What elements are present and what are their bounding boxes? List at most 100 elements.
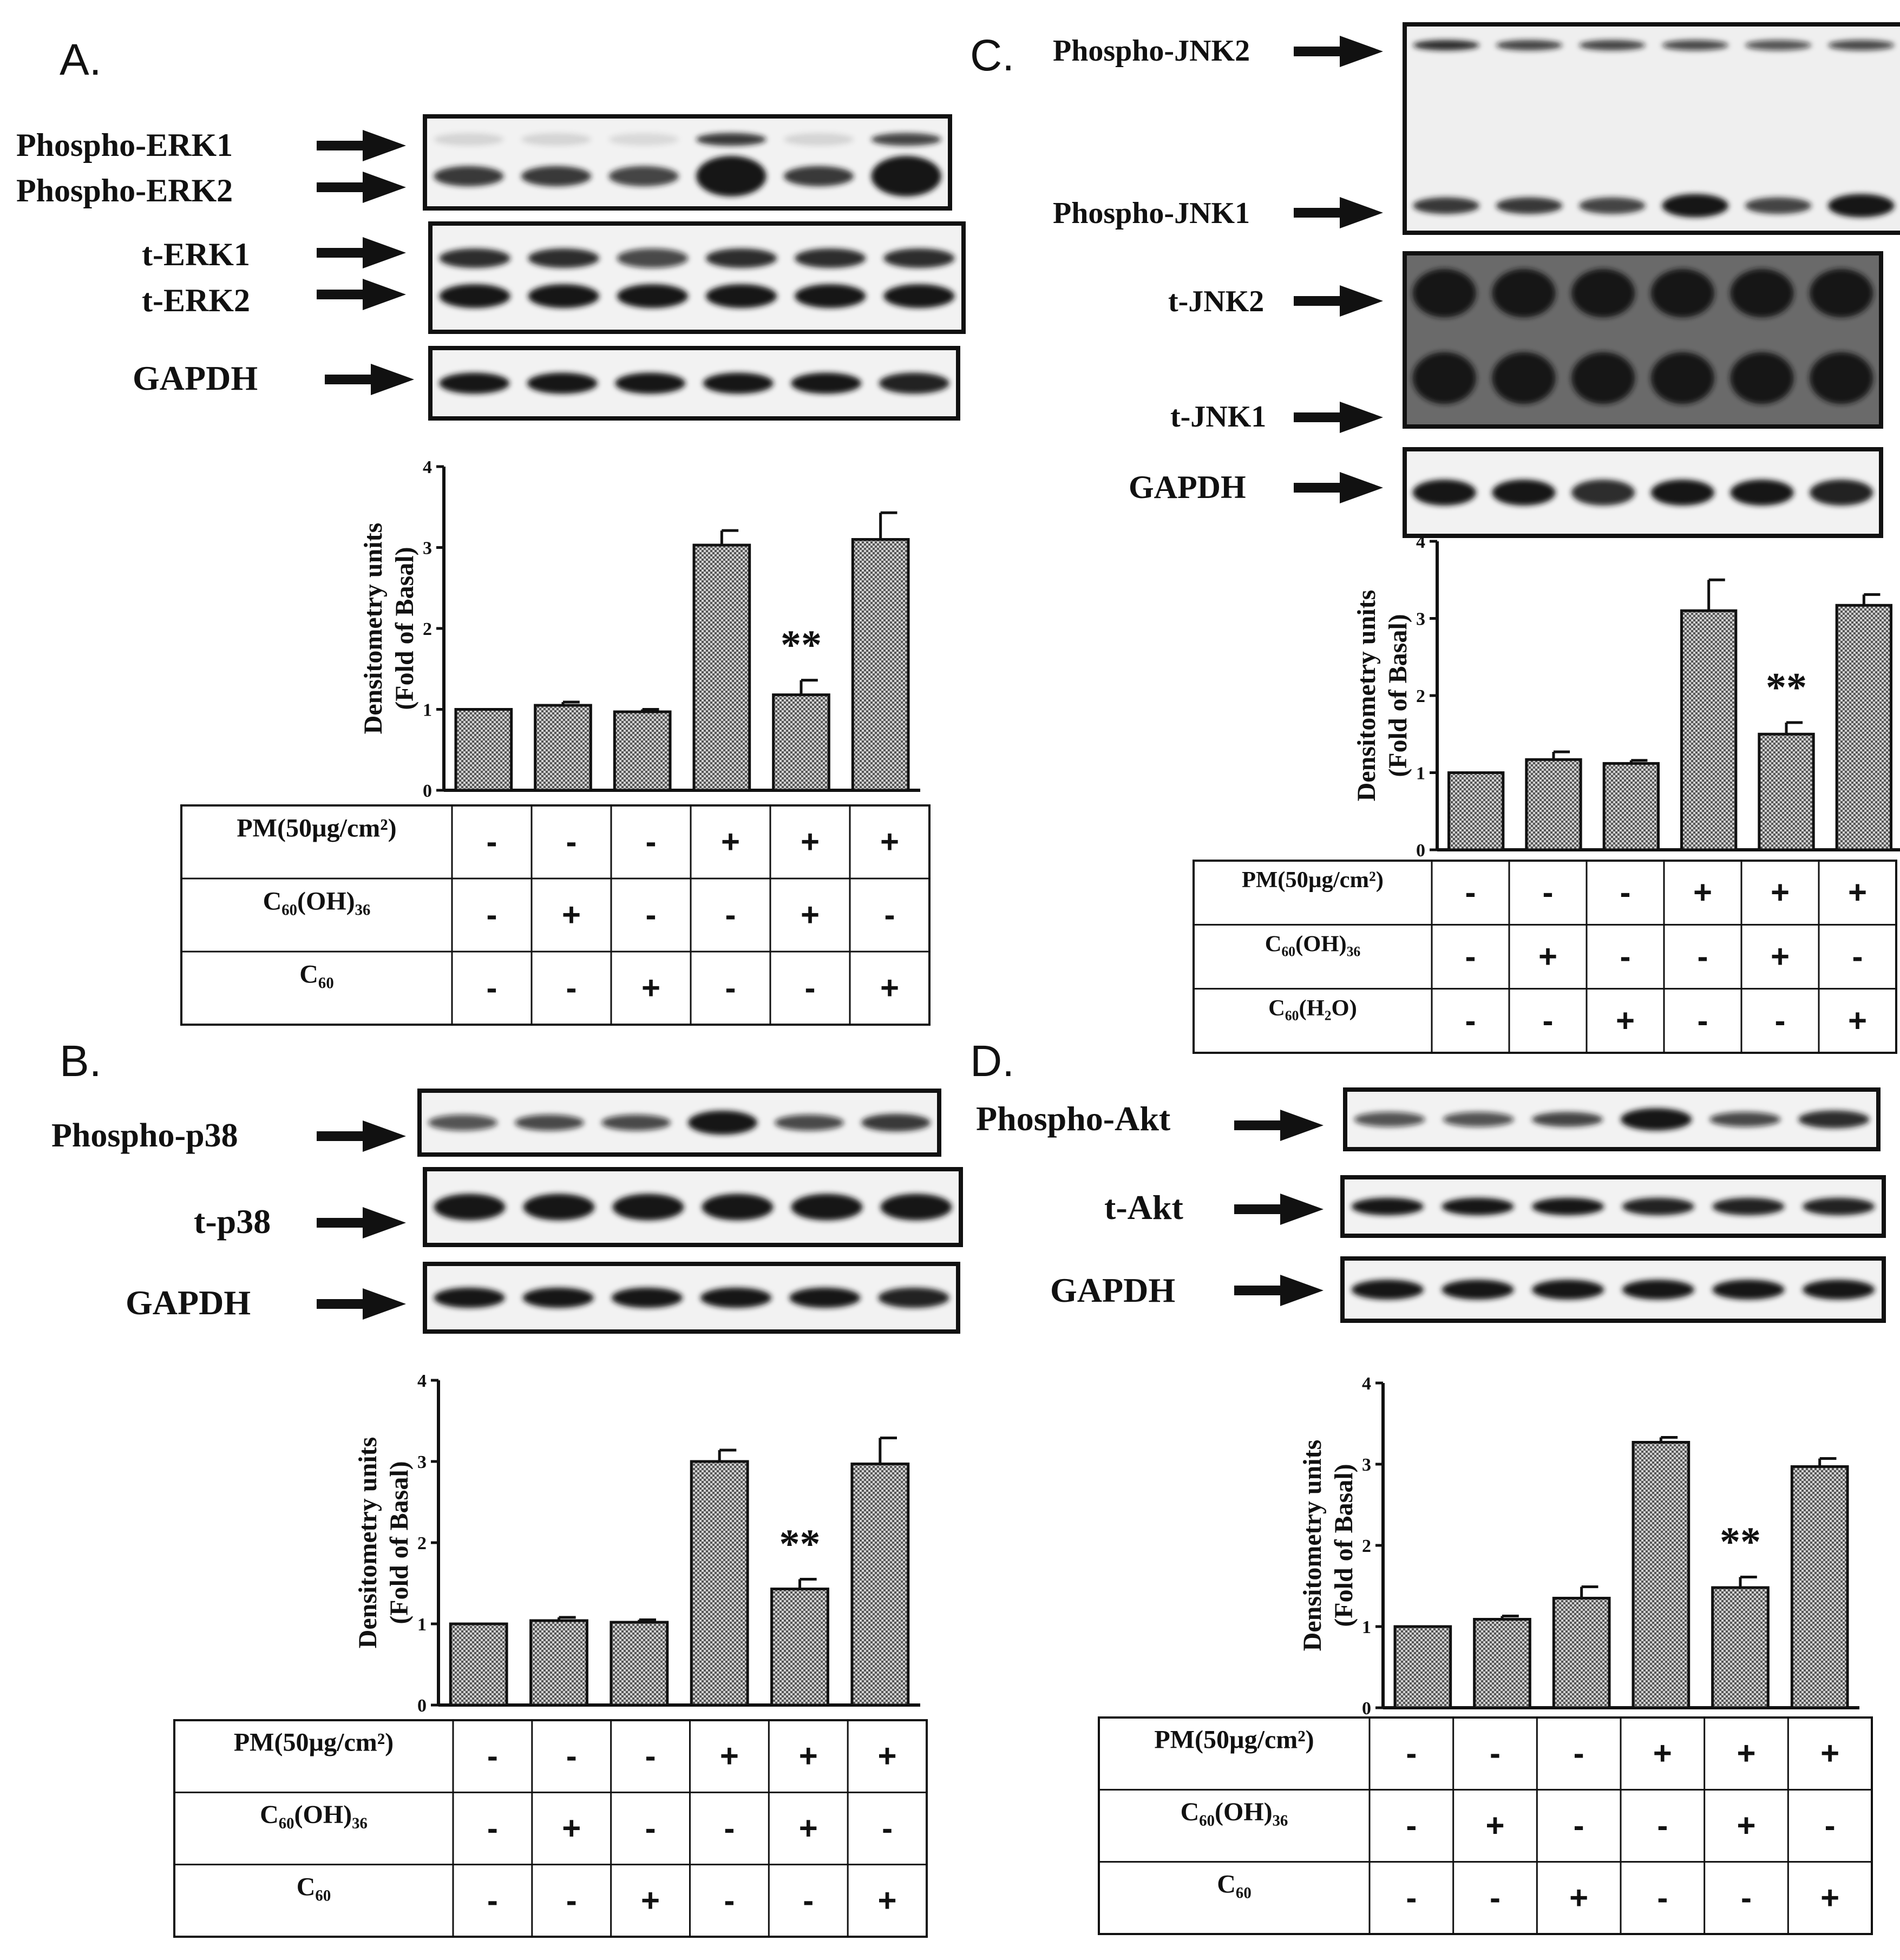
blot-t-akt [1340, 1175, 1886, 1238]
blot-band [1351, 1197, 1424, 1216]
panel-c-label: C. [970, 31, 1014, 80]
blot-phospho-p38 [417, 1089, 941, 1157]
table-border [1193, 860, 1897, 1054]
treatment-sign: + [641, 1882, 660, 1918]
treatment-sign: + [880, 970, 899, 1006]
blot-label-gapdh-b: GAPDH [126, 1283, 251, 1322]
treatment-sign: - [1741, 1879, 1752, 1916]
bar [1525, 758, 1582, 851]
y-axis-title: Densitometry units [359, 523, 388, 735]
treatment-sign: + [721, 824, 740, 860]
blot-label-t-p38: t-p38 [194, 1202, 271, 1241]
treatment-sign: - [1465, 1002, 1476, 1039]
treatment-table-c: PM(50µg/cm²) - - - + + + C₆₀(OH)₃₆ - + - - + - C₆₀(H₂O… [1193, 860, 1897, 1054]
treatment-sign: - [1406, 1879, 1417, 1916]
y-tick-label: 3 [417, 1452, 427, 1472]
blot-band [1709, 1112, 1781, 1127]
blot-band [434, 1194, 506, 1221]
table-border [1098, 1716, 1873, 1935]
blot-band [601, 1115, 671, 1131]
blot-band [1442, 1197, 1514, 1216]
blot-label-t-jnk2: t-JNK2 [1168, 285, 1264, 318]
treatment-sign: - [882, 1810, 893, 1846]
blot-band [1413, 197, 1480, 214]
bar [772, 693, 830, 792]
y-tick-label: 2 [423, 619, 432, 639]
panel-d-label: D. [970, 1037, 1014, 1086]
table-border [173, 1719, 928, 1938]
y-tick-label: 2 [1362, 1536, 1371, 1556]
bar-chart-b: 0 1 2 3 4 Densitometry units (Fold of Basal) ** [353, 1371, 920, 1716]
blot-band [434, 1287, 505, 1308]
bar [851, 538, 910, 792]
treatment-sign: + [720, 1738, 739, 1774]
blot-band [1745, 40, 1812, 51]
blot-band [1443, 1112, 1514, 1127]
arrow-icon [1234, 1110, 1324, 1141]
blot-band [528, 248, 599, 268]
blot-band [1622, 1197, 1694, 1216]
blot-band [883, 248, 955, 268]
blot-band [1579, 40, 1646, 51]
blot-band [1496, 197, 1563, 214]
blot-band [871, 133, 941, 146]
treatment-sign: + [1737, 1807, 1755, 1844]
blot-band [783, 133, 854, 146]
arrow-icon [317, 237, 406, 268]
blot-band [521, 166, 592, 187]
blot-band [434, 166, 504, 187]
blot-band [696, 156, 766, 196]
treatment-table-b: PM(50µg/cm²) - - - + + + C₆₀(OH)₃₆ - + - - + - C₆₀ - - + -… [173, 1719, 928, 1938]
treatment-sign: - [566, 1882, 577, 1918]
blot-phospho-akt [1343, 1087, 1881, 1151]
treatment-sign: + [801, 897, 820, 933]
bar [610, 1621, 669, 1707]
blot-band [861, 1113, 931, 1132]
treatment-sign: - [566, 824, 577, 860]
treatment-sign: + [1771, 874, 1790, 910]
blot-band [1571, 352, 1635, 404]
bar [1552, 1597, 1611, 1709]
bar [1711, 1586, 1770, 1709]
blot-band [1492, 480, 1556, 506]
blot-band [439, 284, 510, 308]
blot-band [1803, 1280, 1875, 1300]
blot-t-erk [428, 221, 966, 334]
blot-label-gapdh-c: GAPDH [1129, 469, 1246, 505]
blot-band [696, 133, 766, 146]
y-axis-title: (Fold of Basal) [1329, 1464, 1358, 1627]
treatment-sign: + [1848, 874, 1867, 910]
bar [449, 1622, 508, 1707]
treatment-sign: - [1852, 939, 1863, 975]
blot-band [880, 1194, 952, 1221]
treatment-sign: + [1485, 1807, 1504, 1844]
blot-band [1712, 1280, 1785, 1300]
bar [1632, 1441, 1691, 1709]
bar [613, 710, 672, 792]
treatment-sign: - [1657, 1879, 1668, 1916]
significance-marker: ** [1720, 1519, 1761, 1565]
blot-band [789, 1287, 861, 1308]
treatment-sign: - [487, 897, 497, 933]
bar [1790, 1465, 1849, 1709]
bar [1447, 771, 1505, 851]
bar [1473, 1618, 1531, 1709]
treatment-label: C₆₀(OH)₃₆ [1265, 932, 1360, 957]
y-axis-title: (Fold of Basal) [1384, 614, 1412, 777]
blot-band [791, 1194, 863, 1221]
arrow-icon [1294, 472, 1383, 503]
blot-band [1745, 197, 1812, 214]
blot-phospho-jnk [1403, 22, 1900, 235]
blot-band [791, 372, 862, 394]
treatment-sign: - [1698, 939, 1708, 975]
table-border [180, 804, 931, 1026]
blot-band [1662, 40, 1729, 51]
treatment-sign: - [487, 970, 497, 1006]
blot-band [522, 1287, 594, 1308]
blot-band [1579, 197, 1646, 214]
blot-band [515, 1115, 584, 1131]
blot-band [775, 1115, 844, 1131]
y-tick-label: 1 [1416, 764, 1425, 784]
bar [692, 543, 751, 792]
treatment-label: C₆₀(OH)₃₆ [260, 1800, 368, 1829]
